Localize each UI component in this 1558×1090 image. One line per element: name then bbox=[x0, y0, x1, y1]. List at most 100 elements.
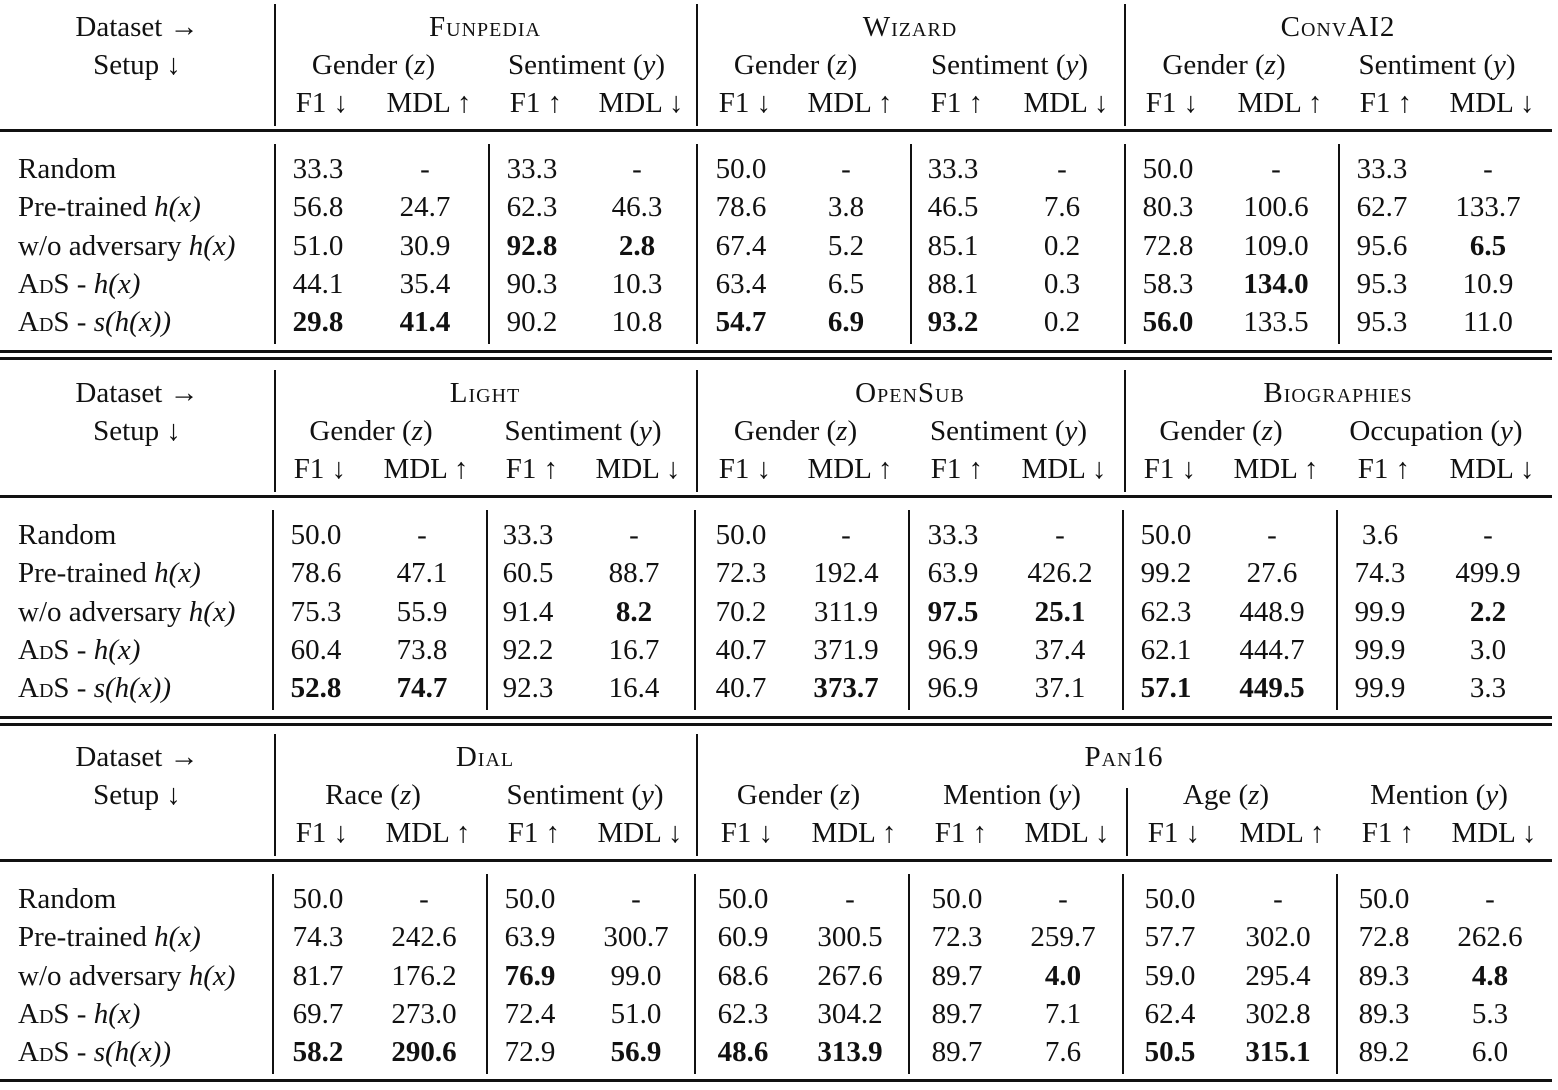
table-cell-best: 4.0 bbox=[1044, 960, 1082, 992]
table-cell-best: 74.7 bbox=[396, 672, 448, 704]
metric-header: F1 ↓ bbox=[1143, 453, 1197, 485]
body-divider bbox=[694, 510, 696, 710]
header-divider bbox=[274, 4, 276, 126]
metric-header: MDL ↓ bbox=[1021, 453, 1107, 485]
body-divider bbox=[1124, 144, 1126, 344]
metric-header: MDL ↑ bbox=[807, 453, 893, 485]
table-cell: 11.0 bbox=[1463, 306, 1513, 338]
table-cell: - bbox=[1483, 519, 1493, 551]
table-cell-best: 134.0 bbox=[1243, 268, 1309, 300]
table-cell: 88.1 bbox=[927, 268, 979, 300]
table-cell: 7.6 bbox=[1043, 191, 1081, 223]
group-label-y: Sentiment (y) bbox=[504, 415, 662, 447]
table-cell: 60.4 bbox=[290, 634, 342, 666]
table-cell-best: 52.8 bbox=[290, 672, 342, 704]
table-cell: 60.5 bbox=[502, 557, 554, 589]
table-cell: 91.4 bbox=[502, 596, 554, 628]
table-cell: 72.3 bbox=[931, 921, 983, 953]
group-label-y: Occupation (y) bbox=[1349, 415, 1523, 447]
metric-header: F1 ↑ bbox=[930, 453, 984, 485]
dataset-title-dial: Dial bbox=[455, 741, 515, 773]
header-rule bbox=[0, 129, 1552, 132]
row-label: Pre-trained h(x) bbox=[18, 557, 201, 589]
table-cell-best: 4.8 bbox=[1471, 960, 1509, 992]
metric-header: MDL ↑ bbox=[1237, 87, 1323, 119]
dataset-axis-label: Dataset → bbox=[75, 11, 199, 43]
group-label-z: Race (z) bbox=[325, 779, 421, 811]
table-cell: 302.0 bbox=[1245, 921, 1311, 953]
table-cell: 33.3 bbox=[1356, 153, 1408, 185]
table-cell: 10.8 bbox=[611, 306, 663, 338]
metric-header: F1 ↑ bbox=[1357, 453, 1411, 485]
metric-header: F1 ↑ bbox=[509, 87, 563, 119]
table-cell-best: 48.6 bbox=[717, 1036, 769, 1068]
row-label: AdS - s(h(x)) bbox=[18, 672, 171, 704]
table-cell: 89.3 bbox=[1358, 998, 1410, 1030]
table-cell: 262.6 bbox=[1457, 921, 1523, 953]
metric-header: MDL ↑ bbox=[807, 87, 893, 119]
bottom-rule bbox=[0, 1079, 1552, 1082]
metric-header: MDL ↑ bbox=[386, 87, 472, 119]
table-cell: 62.1 bbox=[1140, 634, 1192, 666]
table-cell: 302.8 bbox=[1245, 998, 1311, 1030]
metric-header: F1 ↑ bbox=[930, 87, 984, 119]
table-cell: 74.3 bbox=[292, 921, 344, 953]
body-divider bbox=[1338, 144, 1340, 344]
table-cell: 50.0 bbox=[1144, 883, 1196, 915]
group-label-y: Sentiment (y) bbox=[507, 49, 666, 81]
table-cell: 99.9 bbox=[1354, 596, 1406, 628]
table-cell-best: 313.9 bbox=[817, 1036, 883, 1068]
row-label: AdS - h(x) bbox=[18, 634, 141, 666]
table-cell: 6.0 bbox=[1471, 1036, 1509, 1068]
table-cell: 68.6 bbox=[717, 960, 769, 992]
table-cell: 371.9 bbox=[813, 634, 879, 666]
table-cell-best: 29.8 bbox=[292, 306, 344, 338]
table-cell: 72.9 bbox=[504, 1036, 556, 1068]
table-cell: 99.0 bbox=[610, 960, 662, 992]
dataset-title-light: Light bbox=[449, 377, 521, 409]
table-cell: 63.9 bbox=[927, 557, 979, 589]
table-cell: 192.4 bbox=[813, 557, 879, 589]
body-divider bbox=[910, 144, 912, 344]
group-label-y: Sentiment (y) bbox=[506, 779, 664, 811]
table-cell: 33.3 bbox=[506, 153, 558, 185]
table-cell: 50.0 bbox=[717, 883, 769, 915]
group-label-z: Gender (z) bbox=[736, 779, 861, 811]
row-label: Pre-trained h(x) bbox=[18, 921, 201, 953]
table-cell: - bbox=[1055, 519, 1065, 551]
table-cell: 62.3 bbox=[506, 191, 558, 223]
table-cell: 37.1 bbox=[1034, 672, 1086, 704]
metric-header: F1 ↑ bbox=[507, 817, 561, 849]
group-label-z: Gender (z) bbox=[733, 49, 858, 81]
body-divider bbox=[1336, 874, 1338, 1074]
table-cell-best: 56.9 bbox=[610, 1036, 662, 1068]
dataset-title-funpedia: Funpedia bbox=[429, 11, 541, 43]
table-cell: 99.2 bbox=[1140, 557, 1192, 589]
table-cell: - bbox=[1057, 153, 1067, 185]
table-cell: 72.8 bbox=[1358, 921, 1410, 953]
table-cell: 33.3 bbox=[927, 153, 979, 185]
table-cell: 50.0 bbox=[715, 519, 767, 551]
table-cell: 444.7 bbox=[1239, 634, 1305, 666]
table-cell: 99.9 bbox=[1354, 672, 1406, 704]
table-cell-best: 449.5 bbox=[1239, 672, 1305, 704]
table-cell: 92.2 bbox=[502, 634, 554, 666]
table-cell: 35.4 bbox=[399, 268, 451, 300]
table-cell-best: 290.6 bbox=[391, 1036, 457, 1068]
metric-header: F1 ↓ bbox=[718, 453, 772, 485]
table-cell: - bbox=[845, 883, 855, 915]
table-cell: 89.7 bbox=[931, 1036, 983, 1068]
table-block-1: Dataset → Setup ↓ Funpedia Wizard ConvAI2 Gen… bbox=[0, 0, 1558, 360]
table-cell: 62.4 bbox=[1144, 998, 1196, 1030]
metric-header: MDL ↑ bbox=[1233, 453, 1319, 485]
table-cell-best: 50.5 bbox=[1144, 1036, 1196, 1068]
table-cell: 27.6 bbox=[1246, 557, 1298, 589]
table-cell: 62.3 bbox=[1140, 596, 1192, 628]
table-cell: 58.3 bbox=[1142, 268, 1194, 300]
body-divider bbox=[486, 510, 488, 710]
group-label-z: Age (z) bbox=[1182, 779, 1270, 811]
table-cell: 62.3 bbox=[717, 998, 769, 1030]
table-cell: 33.3 bbox=[292, 153, 344, 185]
table-cell: 51.0 bbox=[292, 230, 344, 262]
row-label: Pre-trained h(x) bbox=[18, 191, 201, 223]
